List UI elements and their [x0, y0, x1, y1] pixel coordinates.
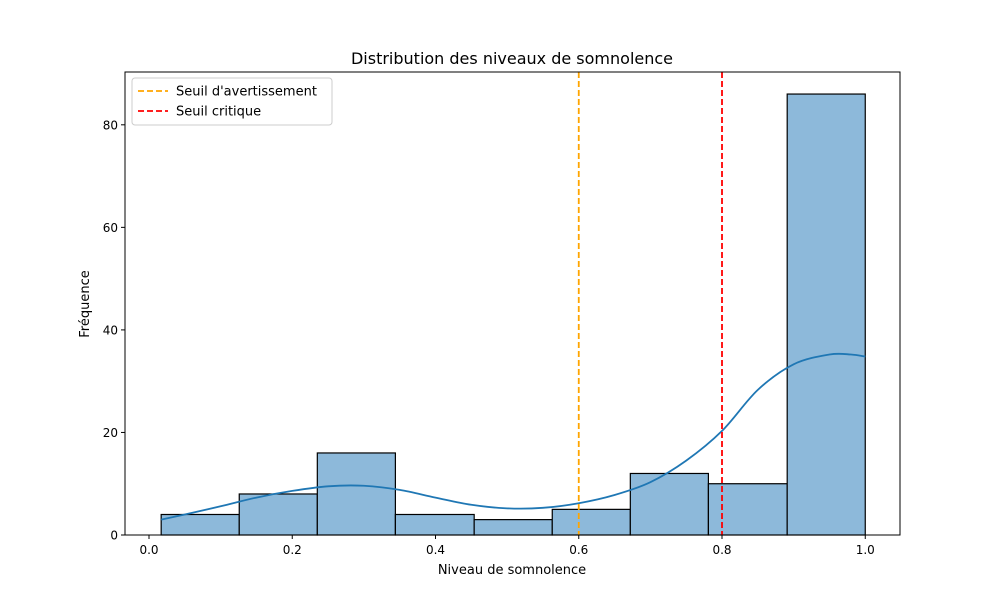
y-axis-ticks: 0 20 40 60 80 [103, 118, 125, 543]
x-axis-ticks: 0.0 0.2 0.4 0.6 0.8 1.0 [139, 535, 875, 557]
x-tick-label: 0.0 [139, 543, 158, 557]
reference-lines-layer [577, 72, 723, 535]
y-axis-label: Fréquence [78, 270, 93, 337]
y-tick-label: 0 [110, 529, 118, 543]
histogram-bar-8 [707, 483, 788, 536]
x-tick-label: 0.4 [426, 543, 445, 557]
legend-label-2: Seuil critique [176, 105, 261, 120]
legend-box [131, 77, 333, 126]
histogram-bar-9 [786, 93, 866, 536]
histogram-bar-7 [629, 472, 709, 536]
x-tick-label: 1.0 [856, 543, 875, 557]
histogram-bar-2 [238, 493, 318, 536]
histogram-bar-3 [316, 452, 396, 536]
x-tick-label: 0.8 [712, 543, 731, 557]
bars-layer [160, 93, 866, 536]
histogram-bar-6 [551, 508, 631, 536]
x-tick-label: 0.2 [283, 543, 302, 557]
x-tick-label: 0.6 [569, 543, 588, 557]
histogram-bar-5 [473, 519, 553, 536]
y-tick-label: 20 [103, 426, 118, 440]
x-axis-label: Niveau de somnolence [438, 563, 586, 578]
legend: Seuil d'avertissement Seuil critique [131, 77, 333, 126]
y-tick-label: 60 [103, 221, 118, 235]
kde-layer [160, 352, 866, 521]
y-tick-label: 80 [103, 118, 118, 132]
plot-frame [124, 71, 901, 536]
histogram-bar-4 [394, 513, 475, 536]
legend-label-1: Seuil d'avertissement [176, 85, 317, 100]
y-tick-label: 40 [103, 323, 118, 337]
chart-title: Distribution des niveaux de somnolence [351, 49, 673, 68]
kde-curve [160, 352, 866, 521]
